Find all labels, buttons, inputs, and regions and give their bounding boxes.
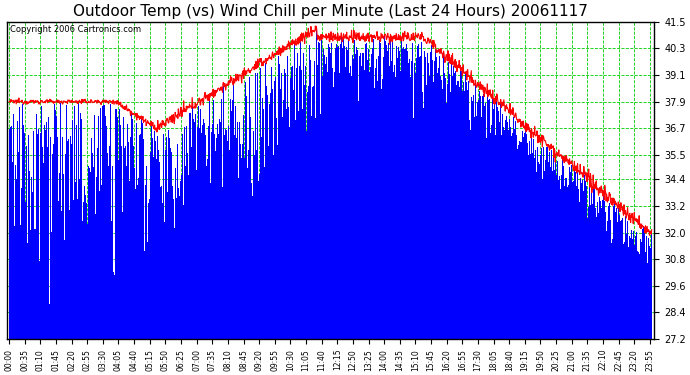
Title: Outdoor Temp (vs) Wind Chill per Minute (Last 24 Hours) 20061117: Outdoor Temp (vs) Wind Chill per Minute …: [73, 4, 588, 19]
Text: Copyright 2006 Cartronics.com: Copyright 2006 Cartronics.com: [10, 25, 141, 34]
